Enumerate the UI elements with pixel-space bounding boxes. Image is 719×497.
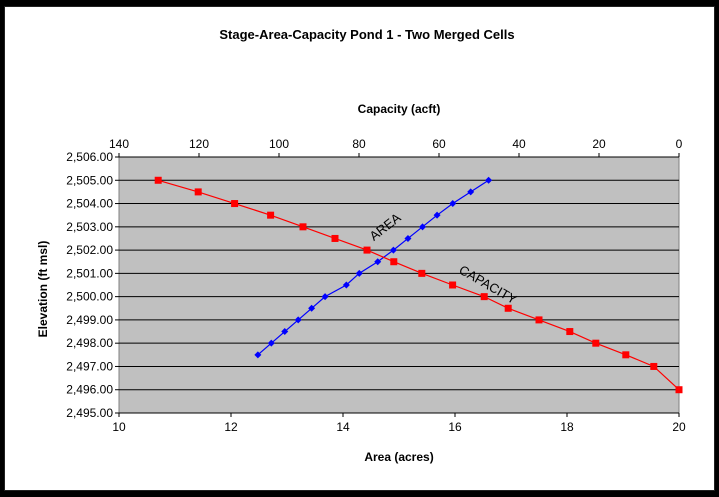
y-tick-label: 2,498.00 [66,336,113,350]
capacity-point [622,351,630,359]
x-tick-label: 10 [112,420,126,434]
chart-frame: Stage-Area-Capacity Pond 1 - Two Merged … [4,6,715,491]
capacity-point [154,176,162,184]
x2-tick-label: 20 [592,137,606,151]
capacity-point [504,304,512,312]
area-point [485,176,493,184]
area-point [419,223,427,231]
area-point [355,269,363,277]
y-tick-label: 2,496.00 [66,383,113,397]
plot-background [118,156,680,414]
x2-tick-label: 140 [109,137,129,151]
capacity-point [331,234,339,242]
x-tick-label: 16 [448,420,462,434]
x-tick-label: 12 [224,420,238,434]
y-tick-label: 2,503.00 [66,220,113,234]
area-point [321,293,329,301]
y-tick-label: 2,495.00 [66,406,113,420]
x-tick-label: 18 [560,420,574,434]
area-point [389,246,397,254]
chart-title: Stage-Area-Capacity Pond 1 - Two Merged … [219,27,514,42]
capacity-point [592,339,600,347]
area-point [254,351,262,359]
area-point [294,316,302,324]
x2-tick-label: 100 [269,137,289,151]
area-point [267,339,275,347]
capacity-point [675,386,683,394]
area-point [467,188,475,196]
capacity-point [566,328,574,336]
y-tick-label: 2,499.00 [66,313,113,327]
plot-area: 2,495.00 2,496.00 2,497.00 2,498.00 2,499.00… [66,137,686,434]
capacity-point [390,258,398,266]
capacity-point [418,269,426,277]
y-tick-label: 2,502.00 [66,243,113,257]
capacity-point [231,200,239,208]
x-tick-label: 20 [672,420,686,434]
y-tick-label: 2,505.00 [66,173,113,187]
x-tick-label: 14 [336,420,350,434]
y-tick-label: 2,501.00 [66,266,113,280]
series-line-area [257,179,489,356]
capacity-point [363,246,371,254]
y-tick-label: 2,500.00 [66,290,113,304]
y-tick-label: 2,506.00 [66,150,113,164]
y-tick-label: 2,504.00 [66,197,113,211]
x2-axis-label: Capacity (acft) [358,102,441,116]
y-tick-label: 2,497.00 [66,359,113,373]
capacity-point [480,293,488,301]
area-point [449,200,457,208]
area-point [342,281,350,289]
x2-tick-label: 120 [189,137,209,151]
x2-tick-label: 60 [432,137,446,151]
area-point [404,234,412,242]
capacity-point [267,211,275,219]
x-axis-label: Area (acres) [364,450,433,464]
area-point [374,258,382,266]
capacity-point [650,362,658,370]
area-point [308,304,316,312]
capacity-point [535,316,543,324]
capacity-point [299,223,307,231]
area-point [281,328,289,336]
x2-tick-label: 80 [352,137,366,151]
capacity-point [194,188,202,196]
x2-tick-label: 40 [512,137,526,151]
y-axis-label: Elevation (ft msl) [36,241,50,338]
x2-tick-label: 0 [676,137,683,151]
series-line-capacity [158,179,680,391]
area-point [433,211,441,219]
chart: Stage-Area-Capacity Pond 1 - Two Merged … [36,27,686,464]
capacity-point [449,281,457,289]
